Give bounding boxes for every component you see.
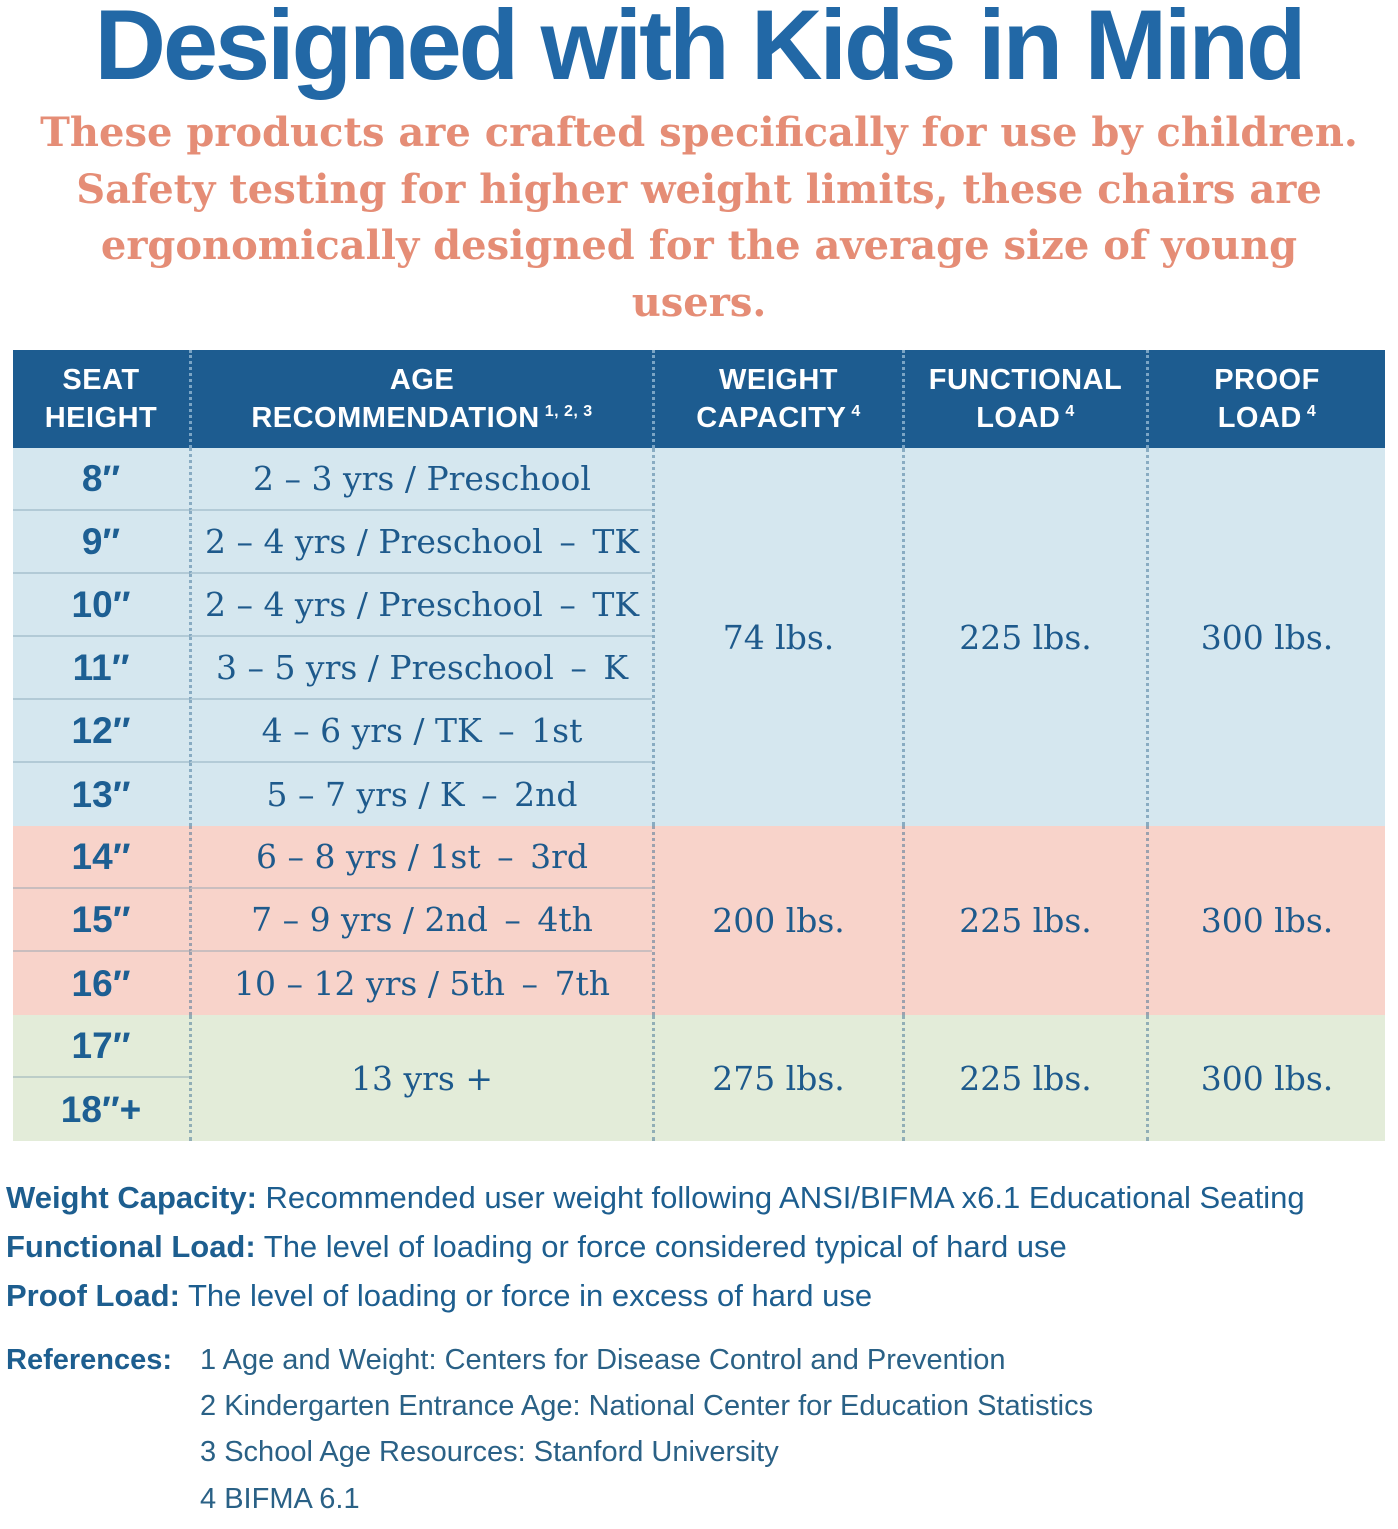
footnote-marker: 4 — [1306, 403, 1317, 421]
functional-load-cell: 225 lbs. — [902, 1015, 1146, 1142]
page-title: Designed with Kids in Mind — [94, 0, 1307, 100]
age-recommendation-cell: 4 – 6 yrs / TK – 1st — [189, 700, 652, 764]
subtitle-line-2: Safety testing for higher weight limits,… — [76, 165, 1322, 213]
definition-text: The level of loading or force in excess … — [179, 1278, 873, 1314]
proof-load-cell: 300 lbs. — [1146, 1015, 1385, 1142]
references-list: 1 Age and Weight: Centers for Disease Co… — [200, 1344, 1093, 1529]
age-recommendation-cell: 5 – 7 yrs / K – 2nd — [189, 763, 652, 827]
col-header-age-recommendation: AGE RECOMMENDATION 1, 2, 3 — [189, 350, 652, 449]
header-line: HEIGHT — [44, 402, 158, 435]
seat-height-cell: 12″ — [13, 700, 189, 764]
header-line: AGE — [389, 363, 455, 396]
reference-item: 4 BIFMA 6.1 — [200, 1482, 360, 1515]
age-recommendation-cell: 2 – 4 yrs / Preschool – TK — [189, 511, 652, 575]
references-block: References: 1 Age and Weight: Centers fo… — [6, 1344, 1398, 1529]
definition-weight-capacity: Weight Capacity: Recommended user weight… — [6, 1177, 1398, 1219]
definition-text: The level of loading or force considered… — [255, 1229, 1067, 1265]
reference-item: 1 Age and Weight: Centers for Disease Co… — [200, 1343, 1006, 1376]
seat-height-cell: 10″ — [13, 574, 189, 638]
definition-label: Weight Capacity: — [6, 1180, 257, 1216]
weight-capacity-cell: 200 lbs. — [652, 826, 902, 1016]
functional-load-cell: 225 lbs. — [902, 826, 1146, 1016]
col-header-proof-load: PROOF LOAD 4 — [1146, 350, 1385, 449]
infographic-page: Designed with Kids in Mind These product… — [6, 0, 1398, 1515]
header-line: PROOF — [1214, 363, 1320, 396]
age-recommendation-cell: 2 – 4 yrs / Preschool – TK — [189, 574, 652, 638]
seat-height-cell: 9″ — [13, 511, 189, 575]
footnote-marker: 1, 2, 3 — [544, 403, 593, 421]
header-line: FUNCTIONAL — [928, 363, 1123, 396]
header-line: LOAD 4 — [976, 402, 1075, 435]
weight-capacity-cell: 74 lbs. — [652, 448, 902, 827]
header-line: CAPACITY 4 — [696, 402, 861, 435]
header-line: LOAD 4 — [1217, 402, 1317, 435]
age-recommendation-cell: 7 – 9 yrs / 2nd – 4th — [189, 889, 652, 953]
subtitle: These products are crafted specifically … — [40, 105, 1358, 332]
references-label: References: — [6, 1343, 173, 1376]
seat-height-cell: 16″ — [13, 952, 189, 1016]
weight-capacity-cell: 275 lbs. — [652, 1015, 902, 1142]
footnote-marker: 4 — [1065, 403, 1075, 421]
spec-table: SEAT HEIGHT AGE RECOMMENDATION 1, 2, 3 WE… — [13, 350, 1385, 1142]
definitions-block: Weight Capacity: Recommended user weight… — [6, 1177, 1398, 1317]
col-header-functional-load: FUNCTIONAL LOAD 4 — [902, 350, 1146, 449]
definition-label: Functional Load: — [6, 1229, 256, 1265]
seat-height-cell: 15″ — [13, 889, 189, 953]
seat-height-cell: 14″ — [13, 826, 189, 890]
reference-item: 2 Kindergarten Entrance Age: National Ce… — [200, 1389, 1094, 1422]
age-recommendation-cell: 2 – 3 yrs / Preschool — [189, 448, 652, 512]
definition-proof-load: Proof Load: The level of loading or forc… — [6, 1275, 1398, 1317]
proof-load-cell: 300 lbs. — [1146, 826, 1385, 1016]
seat-height-cell: 18″+ — [13, 1078, 189, 1142]
header-line: WEIGHT — [719, 363, 838, 396]
header-line: SEAT — [62, 363, 140, 396]
definition-label: Proof Load: — [6, 1278, 180, 1314]
age-recommendation-cell: 13 yrs + — [189, 1015, 652, 1142]
subtitle-line-3: ergonomically designed for the average s… — [100, 222, 1298, 327]
reference-item: 3 School Age Resources: Stanford Univers… — [200, 1436, 779, 1469]
seat-height-cell: 17″ — [13, 1015, 189, 1079]
proof-load-cell: 300 lbs. — [1146, 448, 1385, 827]
subtitle-line-1: These products are crafted specifically … — [40, 108, 1358, 156]
age-recommendation-cell: 6 – 8 yrs / 1st – 3rd — [189, 826, 652, 890]
seat-height-cell: 13″ — [13, 763, 189, 827]
footnote-marker: 4 — [851, 403, 861, 421]
definition-functional-load: Functional Load: The level of loading or… — [6, 1226, 1398, 1268]
age-recommendation-cell: 10 – 12 yrs / 5th – 7th — [189, 952, 652, 1016]
seat-height-cell: 8″ — [13, 448, 189, 512]
age-recommendation-cell: 3 – 5 yrs / Preschool – K — [189, 637, 652, 701]
header-line: RECOMMENDATION 1, 2, 3 — [251, 402, 593, 435]
col-header-weight-capacity: WEIGHT CAPACITY 4 — [652, 350, 902, 449]
functional-load-cell: 225 lbs. — [902, 448, 1146, 827]
definition-text: Recommended user weight following ANSI/B… — [256, 1180, 1305, 1216]
seat-height-cell: 11″ — [13, 637, 189, 701]
col-header-seat-height: SEAT HEIGHT — [13, 350, 189, 449]
